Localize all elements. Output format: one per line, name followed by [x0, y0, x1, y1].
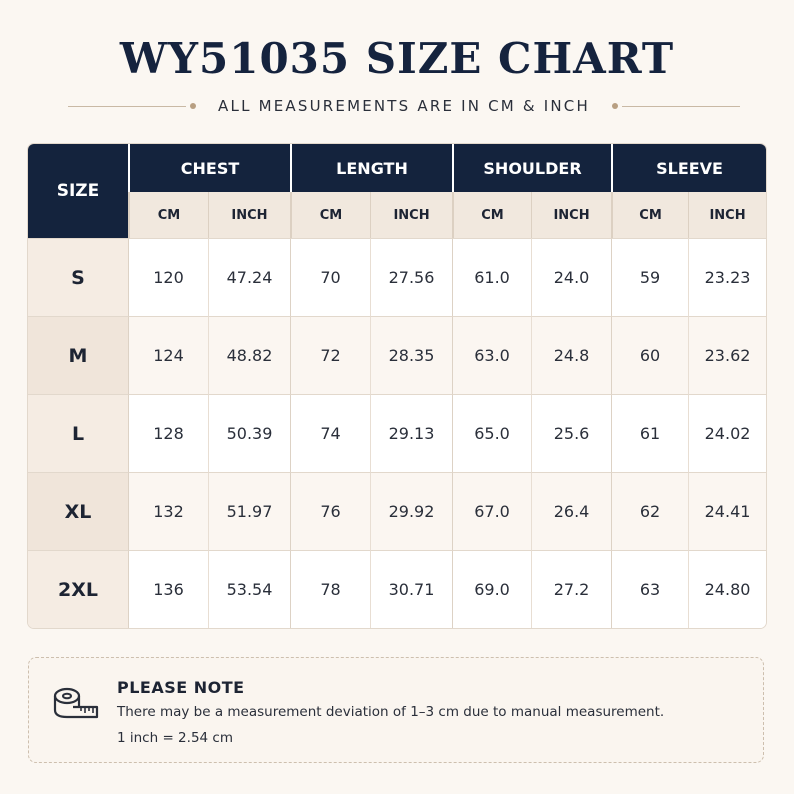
table-row: M 124 48.82 72 28.35 63.0 24.8 60 23.62	[28, 316, 767, 394]
subtitle: ALL MEASUREMENTS ARE IN CM & INCH	[218, 97, 590, 115]
divider-dot-right	[611, 103, 618, 109]
unit-header: INCH	[370, 192, 453, 238]
table-cell: 27.2	[531, 550, 612, 628]
table-cell: 26.4	[531, 472, 612, 550]
sleeve-header: SLEEVE	[611, 144, 767, 192]
table-cell: 24.41	[688, 472, 767, 550]
table-row: 2XL 136 53.54 78 30.71 69.0 27.2 63 24.8…	[28, 550, 767, 628]
shoulder-header: SHOULDER	[452, 144, 612, 192]
table-cell: 47.24	[208, 238, 290, 316]
size-chart-table: SIZE CHEST LENGTH SHOULDER SLEEVE CM INC…	[28, 144, 767, 628]
table-cell: 120	[128, 238, 208, 316]
page-title: WY51035 SIZE CHART	[119, 34, 675, 83]
table-cell: 24.80	[688, 550, 767, 628]
table-cell: 132	[128, 472, 208, 550]
table-cell: 24.8	[531, 316, 612, 394]
divider-right	[621, 105, 740, 107]
table-cell: 29.92	[370, 472, 453, 550]
table-cell: 63.0	[452, 316, 532, 394]
table-cell: 128	[128, 394, 208, 472]
unit-header: CM	[611, 192, 689, 238]
table-cell: 62	[611, 472, 689, 550]
unit-header: CM	[452, 192, 532, 238]
table-row: XL 132 51.97 76 29.92 67.0 26.4 62 24.41	[28, 472, 767, 550]
divider-left	[68, 105, 187, 107]
unit-header: INCH	[531, 192, 612, 238]
table-cell: 60	[611, 316, 689, 394]
table-cell: 76	[290, 472, 370, 550]
table-cell: 70	[290, 238, 370, 316]
table-cell: 63	[611, 550, 689, 628]
note-box: PLEASE NOTE There may be a measurement d…	[28, 657, 764, 763]
table-row: L 128 50.39 74 29.13 65.0 25.6 61 24.02	[28, 394, 767, 472]
table-cell: 67.0	[452, 472, 532, 550]
table-cell: 23.23	[688, 238, 767, 316]
table-cell: 69.0	[452, 550, 532, 628]
table-cell: 24.02	[688, 394, 767, 472]
note-heading: PLEASE NOTE	[117, 678, 245, 697]
table-cell: 53.54	[208, 550, 290, 628]
table-cell: 61	[611, 394, 689, 472]
table-cell: 24.0	[531, 238, 612, 316]
subtitle-row: ALL MEASUREMENTS ARE IN CM & INCH	[68, 94, 740, 118]
unit-header: INCH	[208, 192, 290, 238]
table-row: S 120 47.24 70 27.56 61.0 24.0 59 23.23	[28, 238, 767, 316]
table-cell: 59	[611, 238, 689, 316]
size-column-header: SIZE	[28, 144, 128, 238]
table-cell: 30.71	[370, 550, 453, 628]
size-label: M	[28, 316, 128, 394]
divider-dot-left	[190, 103, 197, 109]
table-cell: 29.13	[370, 394, 453, 472]
table-cell: 72	[290, 316, 370, 394]
size-label: 2XL	[28, 550, 128, 628]
table-cell: 124	[128, 316, 208, 394]
table-cell: 78	[290, 550, 370, 628]
size-label: L	[28, 394, 128, 472]
unit-header: INCH	[688, 192, 767, 238]
chest-header: CHEST	[128, 144, 290, 192]
length-header: LENGTH	[290, 144, 453, 192]
table-cell: 48.82	[208, 316, 290, 394]
note-text: There may be a measurement deviation of …	[117, 704, 665, 720]
table-cell: 23.62	[688, 316, 767, 394]
note-conversion: 1 inch = 2.54 cm	[117, 730, 233, 746]
table-cell: 74	[290, 394, 370, 472]
table-cell: 50.39	[208, 394, 290, 472]
unit-header: CM	[128, 192, 208, 238]
table-cell: 28.35	[370, 316, 453, 394]
measuring-tape-icon	[53, 687, 99, 719]
table-cell: 136	[128, 550, 208, 628]
table-cell: 65.0	[452, 394, 532, 472]
unit-header: CM	[290, 192, 370, 238]
table-cell: 61.0	[452, 238, 532, 316]
table-cell: 25.6	[531, 394, 612, 472]
size-label: XL	[28, 472, 128, 550]
size-label: S	[28, 238, 128, 316]
table-cell: 51.97	[208, 472, 290, 550]
table-cell: 27.56	[370, 238, 453, 316]
